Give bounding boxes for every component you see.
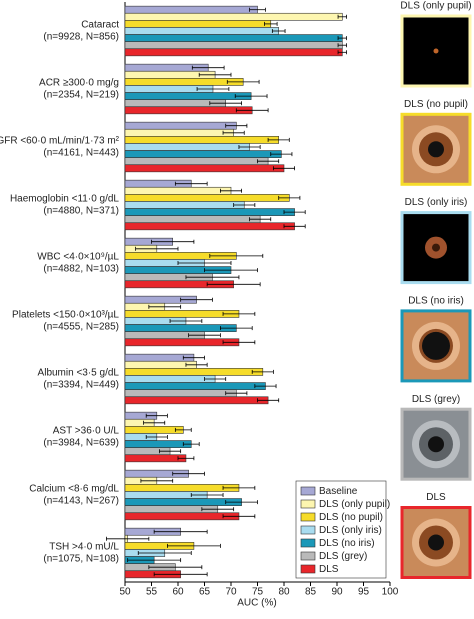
legend-swatch	[300, 499, 316, 509]
category-count: (n=4555, N=285)	[43, 322, 119, 333]
legend-swatch	[300, 512, 316, 522]
bar	[124, 128, 234, 137]
x-tick-label: 75	[252, 587, 264, 598]
category-count: (n=2354, N=219)	[43, 90, 119, 101]
panel-label: DLS	[426, 492, 446, 503]
bar	[124, 48, 343, 57]
category-count: (n=3394, N=449)	[43, 380, 119, 391]
bar	[124, 382, 266, 390]
x-axis-label: AUC (%)	[237, 598, 276, 609]
bar	[124, 12, 343, 21]
bar	[124, 396, 269, 405]
panel-label: DLS (only pupil)	[400, 1, 471, 12]
legend-label: DLS	[319, 564, 339, 575]
bar	[124, 92, 252, 100]
category-label: TSH >4·0 mU/L	[49, 542, 119, 553]
panel-label: DLS (only iris)	[405, 197, 468, 208]
category-count: (n=4161, N=443)	[43, 148, 119, 159]
bar	[124, 106, 253, 115]
bar	[124, 27, 279, 35]
category-label: eGFR <60·0 mL/min/1·73 m²	[0, 136, 120, 147]
category-label: ACR ≥300·0 mg/g	[39, 78, 119, 89]
x-tick-label: 100	[382, 587, 399, 598]
category-count: (n=4880, N=371)	[43, 206, 119, 217]
bar	[124, 208, 295, 216]
bar	[124, 186, 232, 195]
legend-label: DLS (no iris)	[319, 538, 375, 549]
bar	[124, 310, 240, 318]
category-label: WBC <4·0×10⁹/µL	[37, 252, 119, 263]
category-count: (n=4143, N=267)	[43, 496, 119, 507]
x-tick-label: 65	[199, 587, 211, 598]
x-tick-label: 60	[172, 587, 184, 598]
panel-label: DLS (no pupil)	[404, 99, 468, 110]
legend-label: DLS (only pupil)	[319, 499, 390, 510]
bar	[124, 164, 285, 173]
bar	[124, 20, 272, 28]
category-label: Calcium <8·6 mg/dL	[29, 484, 119, 495]
bar	[124, 78, 244, 86]
panel-label: DLS (grey)	[412, 394, 460, 405]
x-tick-label: 70	[225, 587, 237, 598]
category-label: Cataract	[81, 20, 119, 31]
panel-label: DLS (no iris)	[408, 296, 464, 307]
legend-swatch	[300, 525, 316, 535]
pupil	[433, 48, 439, 54]
bar	[124, 426, 184, 434]
category-label: AST >36·0 U/L	[53, 426, 120, 437]
category-count: (n=1075, N=108)	[43, 554, 119, 565]
bar	[124, 5, 258, 14]
x-tick-label: 85	[305, 587, 317, 598]
category-label: Haemoglobin <11·0 g/dL	[10, 194, 119, 205]
legend-swatch	[300, 551, 316, 561]
legend-label: DLS (grey)	[319, 551, 367, 562]
x-tick-label: 80	[278, 587, 290, 598]
bar	[124, 324, 237, 332]
bar	[124, 375, 216, 383]
legend-swatch	[300, 564, 316, 574]
legend-swatch	[300, 538, 316, 548]
category-count: (n=4882, N=103)	[43, 264, 119, 275]
bar	[124, 143, 250, 151]
bar	[124, 222, 295, 231]
category-count: (n=3984, N=639)	[43, 438, 119, 449]
bar	[124, 136, 279, 144]
bar	[124, 215, 261, 224]
legend-label: DLS (only iris)	[319, 525, 382, 536]
pupil	[432, 243, 440, 252]
legend-label: Baseline	[319, 486, 358, 497]
x-tick-label: 95	[358, 587, 370, 598]
bar	[124, 201, 245, 209]
bar	[124, 121, 237, 130]
bar	[124, 41, 343, 50]
legend-swatch	[300, 486, 316, 496]
bar	[124, 368, 264, 376]
pupil	[428, 141, 444, 158]
bar	[124, 440, 192, 448]
pupil	[428, 436, 444, 453]
bar	[124, 34, 343, 42]
x-tick-label: 50	[119, 587, 131, 598]
pupil	[422, 331, 450, 360]
bar	[124, 338, 240, 347]
category-label: Platelets <150·0×10³/µL	[12, 310, 119, 321]
bar	[124, 484, 240, 492]
category-count: (n=9928, N=856)	[43, 32, 119, 43]
bar	[124, 389, 237, 398]
bar	[124, 194, 290, 202]
bar	[124, 454, 187, 463]
category-label: Albumin <3·5 g/dL	[38, 368, 120, 379]
pupil	[428, 534, 444, 551]
x-tick-label: 90	[331, 587, 343, 598]
bar	[124, 157, 269, 166]
bar	[124, 150, 282, 158]
bar	[124, 512, 240, 521]
bar	[124, 498, 242, 506]
x-tick-label: 55	[146, 587, 158, 598]
legend-label: DLS (no pupil)	[319, 512, 383, 523]
